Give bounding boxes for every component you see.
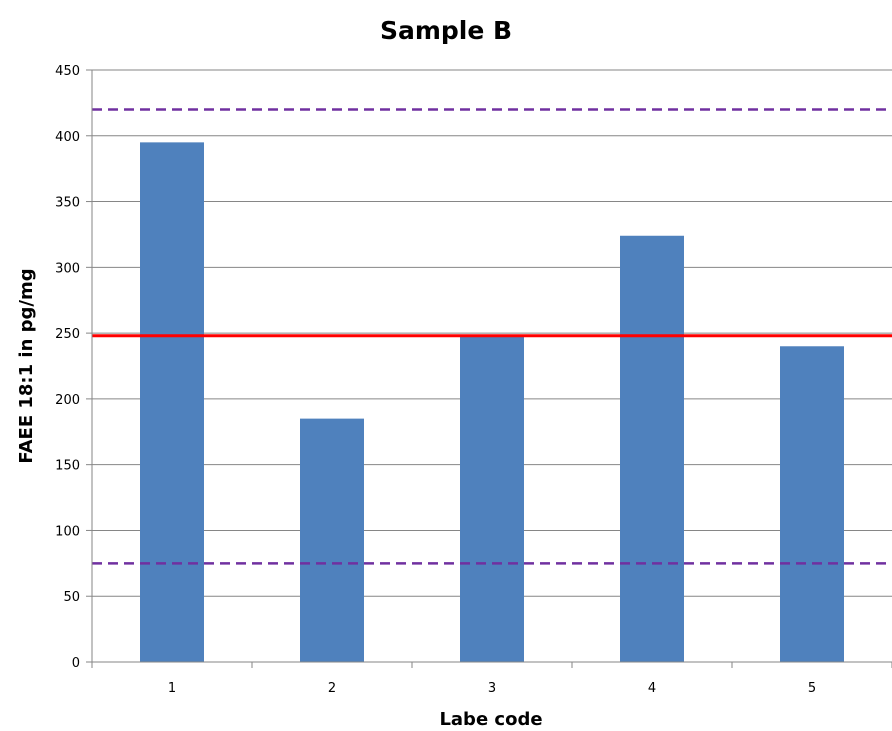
bar-1: [140, 142, 204, 662]
y-tick-label: 350: [55, 196, 80, 211]
bar-2: [300, 418, 364, 662]
x-tick-label: 5: [808, 681, 816, 696]
y-axis-label: FAEE 18:1 in pg/mg: [16, 268, 37, 463]
y-tick-label: 250: [55, 327, 80, 342]
bar-5: [780, 346, 844, 662]
bar-4: [620, 235, 684, 662]
chart-title: Sample B: [380, 16, 512, 45]
gridlines: [92, 69, 892, 597]
y-tick-labels: 0 50 100 150 200 250 300 350 400 450: [55, 64, 80, 671]
y-tick-label: 300: [55, 261, 80, 276]
bar-3: [460, 335, 524, 662]
x-tick-label: 3: [488, 681, 496, 696]
y-tick-label: 100: [55, 524, 80, 539]
y-tick-label: 400: [55, 130, 80, 145]
y-tick-label: 150: [55, 459, 80, 474]
x-tick-label: 1: [168, 681, 176, 696]
y-tick-label: 200: [55, 393, 80, 408]
reference-lines: [92, 108, 892, 565]
x-axis-label: Labe code: [439, 709, 542, 730]
bars: [140, 142, 844, 662]
x-tick-labels: 1 2 3 4 5: [168, 681, 816, 696]
x-tick-label: 4: [648, 681, 656, 696]
axes: [86, 69, 892, 668]
y-tick-label: 0: [72, 656, 80, 671]
y-tick-label: 450: [55, 64, 80, 79]
y-tick-label: 50: [63, 590, 80, 605]
x-tick-label: 2: [328, 681, 336, 696]
